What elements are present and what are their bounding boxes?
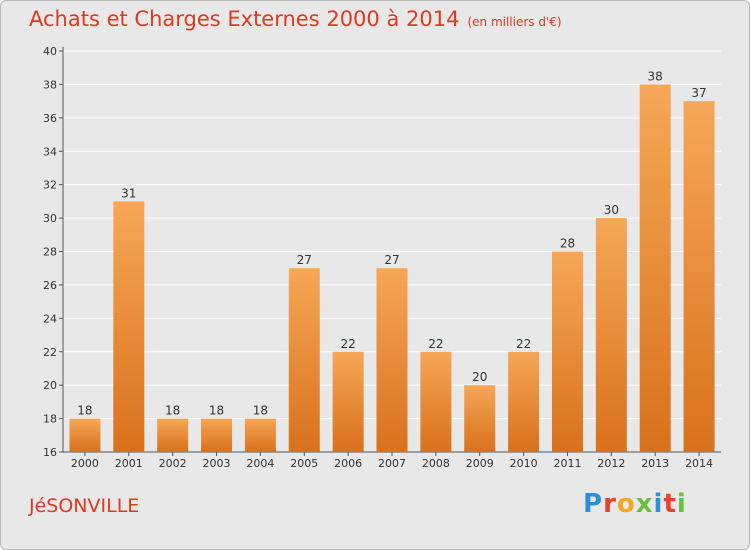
y-tick-label: 26 [43, 279, 57, 292]
chart-subtitle: (en milliers d'€) [467, 15, 562, 29]
data-label: 22 [516, 337, 531, 351]
data-label: 18 [209, 404, 224, 418]
bar [157, 418, 189, 452]
data-label: 38 [648, 69, 663, 83]
data-label: 18 [165, 404, 180, 418]
y-tick-label: 18 [43, 413, 57, 426]
x-tick-label: 2013 [641, 457, 669, 470]
x-tick-label: 2007 [378, 457, 406, 470]
data-label: 20 [472, 370, 487, 384]
data-labels: 18 31 18 18 18 27 22 27 22 20 22 28 30 38 37 [77, 69, 706, 417]
x-tick-label: 2004 [246, 457, 274, 470]
bar [464, 385, 496, 452]
proxiti-logo[interactable]: Proxiti [583, 489, 687, 519]
x-tick-label: 2010 [510, 457, 538, 470]
y-tick-label: 22 [43, 346, 57, 359]
logo-letter: i [653, 489, 664, 519]
y-tick-label: 16 [43, 446, 57, 459]
logo-letter: o [616, 489, 636, 519]
x-tick-label: 2000 [71, 457, 99, 470]
bar [551, 251, 583, 452]
bars [69, 84, 715, 453]
data-label: 22 [340, 337, 355, 351]
bar [420, 351, 452, 452]
logo-letter: P [583, 489, 604, 519]
x-tick-labels: 2000 2001 2002 2003 2004 2005 2006 2007 2008 2009… [71, 452, 713, 470]
x-tick-label: 2011 [553, 457, 581, 470]
bar [508, 351, 540, 452]
bar [201, 418, 233, 452]
data-label: 27 [384, 253, 399, 267]
bar [113, 201, 145, 452]
commune-name: JéSONVILLE [29, 495, 140, 517]
data-label: 22 [428, 337, 443, 351]
y-tick-label: 38 [43, 78, 57, 91]
logo-letter: r [603, 489, 617, 519]
data-label: 31 [121, 186, 136, 200]
y-tick-label: 40 [43, 45, 57, 58]
data-label: 18 [77, 404, 92, 418]
bar [376, 268, 408, 452]
data-label: 18 [253, 404, 268, 418]
y-tick-label: 24 [43, 312, 57, 325]
data-label: 37 [691, 86, 706, 100]
y-tick-label: 30 [43, 212, 57, 225]
bar [639, 84, 671, 453]
y-tick-label: 32 [43, 179, 57, 192]
bar [595, 218, 627, 452]
y-tick-label: 28 [43, 246, 57, 259]
x-tick-label: 2006 [334, 457, 362, 470]
data-label: 28 [560, 237, 575, 251]
data-label: 30 [604, 203, 619, 217]
y-tick-label: 36 [43, 112, 57, 125]
x-tick-label: 2012 [597, 457, 625, 470]
bar [244, 418, 276, 452]
y-tick-labels: 16 18 20 22 24 26 28 30 32 34 36 38 40 [43, 45, 57, 459]
bar [69, 418, 101, 452]
y-tick-label: 20 [43, 379, 57, 392]
data-label: 27 [297, 253, 312, 267]
bar [288, 268, 320, 452]
logo-letter: x [635, 489, 654, 519]
x-tick-label: 2002 [159, 457, 187, 470]
x-tick-label: 2009 [466, 457, 494, 470]
bar [332, 351, 364, 452]
chart-title: Achats et Charges Externes 2000 à 2014 (e… [29, 7, 562, 31]
x-tick-label: 2003 [203, 457, 231, 470]
y-tick-label: 34 [43, 145, 57, 158]
x-tick-label: 2014 [685, 457, 713, 470]
bar [683, 101, 715, 452]
logo-letter: i [676, 489, 687, 519]
x-tick-label: 2005 [290, 457, 318, 470]
logo-letter: t [663, 489, 677, 519]
chart-title-text: Achats et Charges Externes 2000 à 2014 [29, 7, 460, 31]
x-tick-label: 2008 [422, 457, 450, 470]
x-tick-label: 2001 [115, 457, 143, 470]
